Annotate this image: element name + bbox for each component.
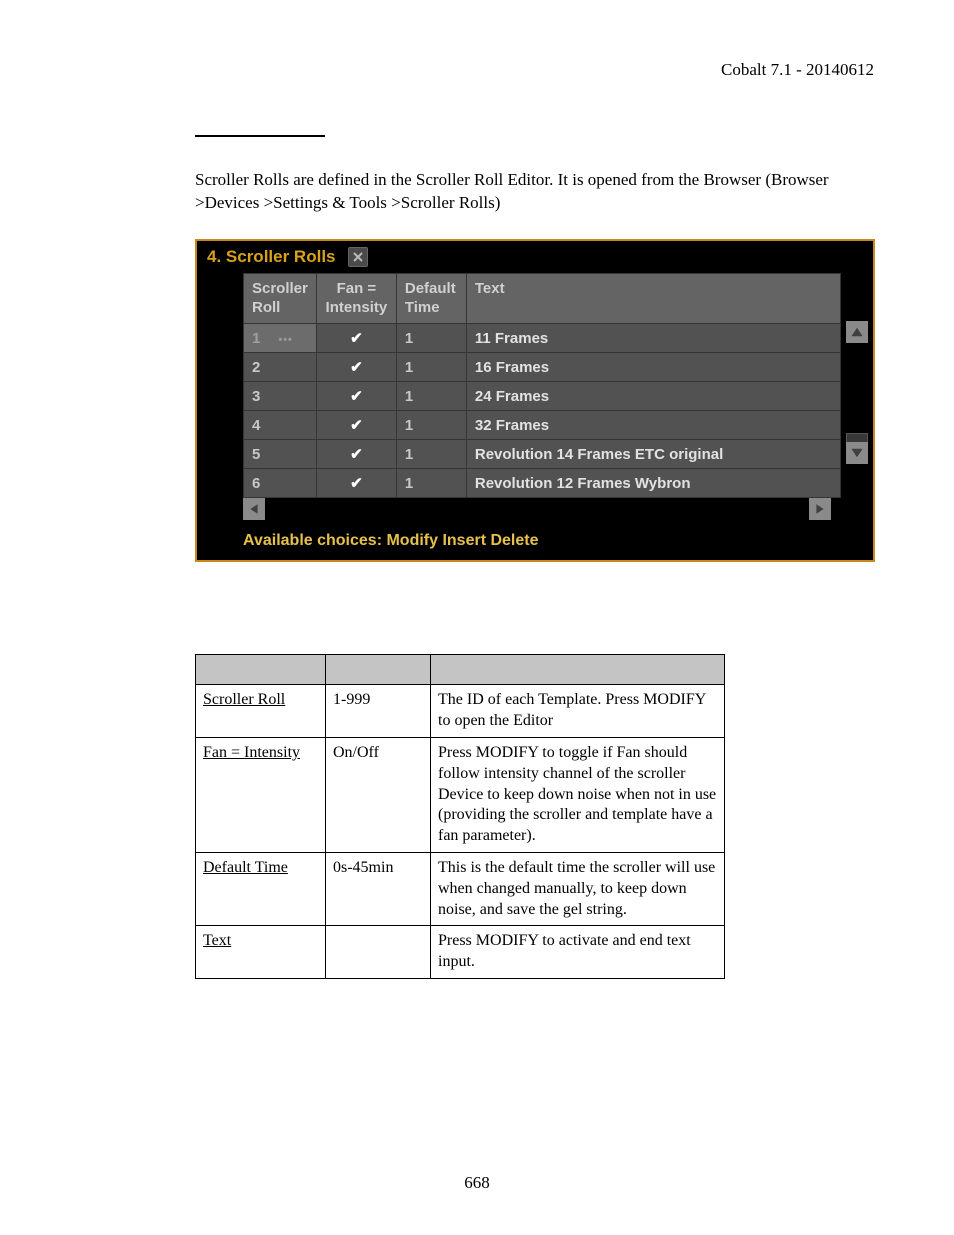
cell-time[interactable]: 1 (396, 440, 466, 469)
close-icon[interactable] (348, 247, 368, 267)
available-choices: Available choices: Modify Insert Delete (197, 530, 873, 560)
ref-label: Scroller Roll (196, 685, 326, 738)
panel-title: 4. Scroller Rolls (207, 247, 336, 267)
ref-row: Default Time0s-45minThis is the default … (196, 852, 725, 925)
scroller-rolls-table: Scroller Roll Fan = Intensity Default Ti… (243, 273, 841, 499)
cell-roll[interactable]: 5 (244, 440, 317, 469)
cell-text[interactable]: Revolution 14 Frames ETC original (466, 440, 840, 469)
cell-fan[interactable]: ✔ (316, 411, 396, 440)
ref-desc: Press MODIFY to toggle if Fan should fol… (431, 737, 725, 852)
panel-titlebar: 4. Scroller Rolls (197, 241, 873, 273)
hscroll-left-button[interactable] (243, 498, 265, 520)
cell-roll[interactable]: 2 (244, 353, 317, 382)
cell-text[interactable]: 24 Frames (466, 382, 840, 411)
cell-text[interactable]: 11 Frames (466, 324, 840, 353)
cell-time[interactable]: 1 (396, 469, 466, 498)
cell-time[interactable]: 1 (396, 411, 466, 440)
cell-time[interactable]: 1 (396, 353, 466, 382)
col-header-time[interactable]: Default Time (396, 273, 466, 324)
reference-table: Scroller Roll1-999The ID of each Templat… (195, 654, 725, 979)
cell-fan[interactable]: ✔ (316, 440, 396, 469)
ref-label: Default Time (196, 852, 326, 925)
ref-label: Text (196, 926, 326, 979)
page-number: 668 (0, 1173, 954, 1193)
scroll-up-button[interactable] (846, 321, 868, 343)
table-row[interactable]: 1•••✔111 Frames (244, 324, 841, 353)
cell-roll[interactable]: 6 (244, 469, 317, 498)
table-row[interactable]: 3✔124 Frames (244, 382, 841, 411)
col-header-fan[interactable]: Fan = Intensity (316, 273, 396, 324)
table-row[interactable]: 4✔132 Frames (244, 411, 841, 440)
cell-text[interactable]: Revolution 12 Frames Wybron (466, 469, 840, 498)
scroll-down-button[interactable] (846, 442, 868, 464)
ref-desc: This is the default time the scroller wi… (431, 852, 725, 925)
ref-row: Fan = IntensityOn/OffPress MODIFY to tog… (196, 737, 725, 852)
intro-text: Scroller Rolls are defined in the Scroll… (195, 169, 874, 215)
ref-label: Fan = Intensity (196, 737, 326, 852)
scroller-rolls-panel: 4. Scroller Rolls Scroller Roll Fan = In… (195, 239, 875, 563)
col-header-text[interactable]: Text (466, 273, 840, 324)
cell-fan[interactable]: ✔ (316, 382, 396, 411)
ref-range (326, 926, 431, 979)
hscroll-right-button[interactable] (809, 498, 831, 520)
ref-range: 1-999 (326, 685, 431, 738)
ref-desc: The ID of each Template. Press MODIFY to… (431, 685, 725, 738)
cell-roll[interactable]: 4 (244, 411, 317, 440)
table-row[interactable]: 2✔116 Frames (244, 353, 841, 382)
col-header-roll[interactable]: Scroller Roll (244, 273, 317, 324)
cell-text[interactable]: 16 Frames (466, 353, 840, 382)
cell-text[interactable]: 32 Frames (466, 411, 840, 440)
cell-time[interactable]: 1 (396, 382, 466, 411)
cell-fan[interactable]: ✔ (316, 324, 396, 353)
cell-time[interactable]: 1 (396, 324, 466, 353)
ref-range: 0s-45min (326, 852, 431, 925)
cell-roll[interactable]: 3 (244, 382, 317, 411)
doc-version: Cobalt 7.1 - 20140612 (195, 60, 874, 80)
cell-fan[interactable]: ✔ (316, 353, 396, 382)
ref-row: Scroller Roll1-999The ID of each Templat… (196, 685, 725, 738)
ref-range: On/Off (326, 737, 431, 852)
ref-desc: Press MODIFY to activate and end text in… (431, 926, 725, 979)
table-row[interactable]: 5✔1Revolution 14 Frames ETC original (244, 440, 841, 469)
ref-row: Text Press MODIFY to activate and end tex… (196, 926, 725, 979)
section-rule (195, 135, 325, 137)
cell-fan[interactable]: ✔ (316, 469, 396, 498)
cell-roll[interactable]: 1••• (244, 324, 317, 353)
table-row[interactable]: 6✔1Revolution 12 Frames Wybron (244, 469, 841, 498)
